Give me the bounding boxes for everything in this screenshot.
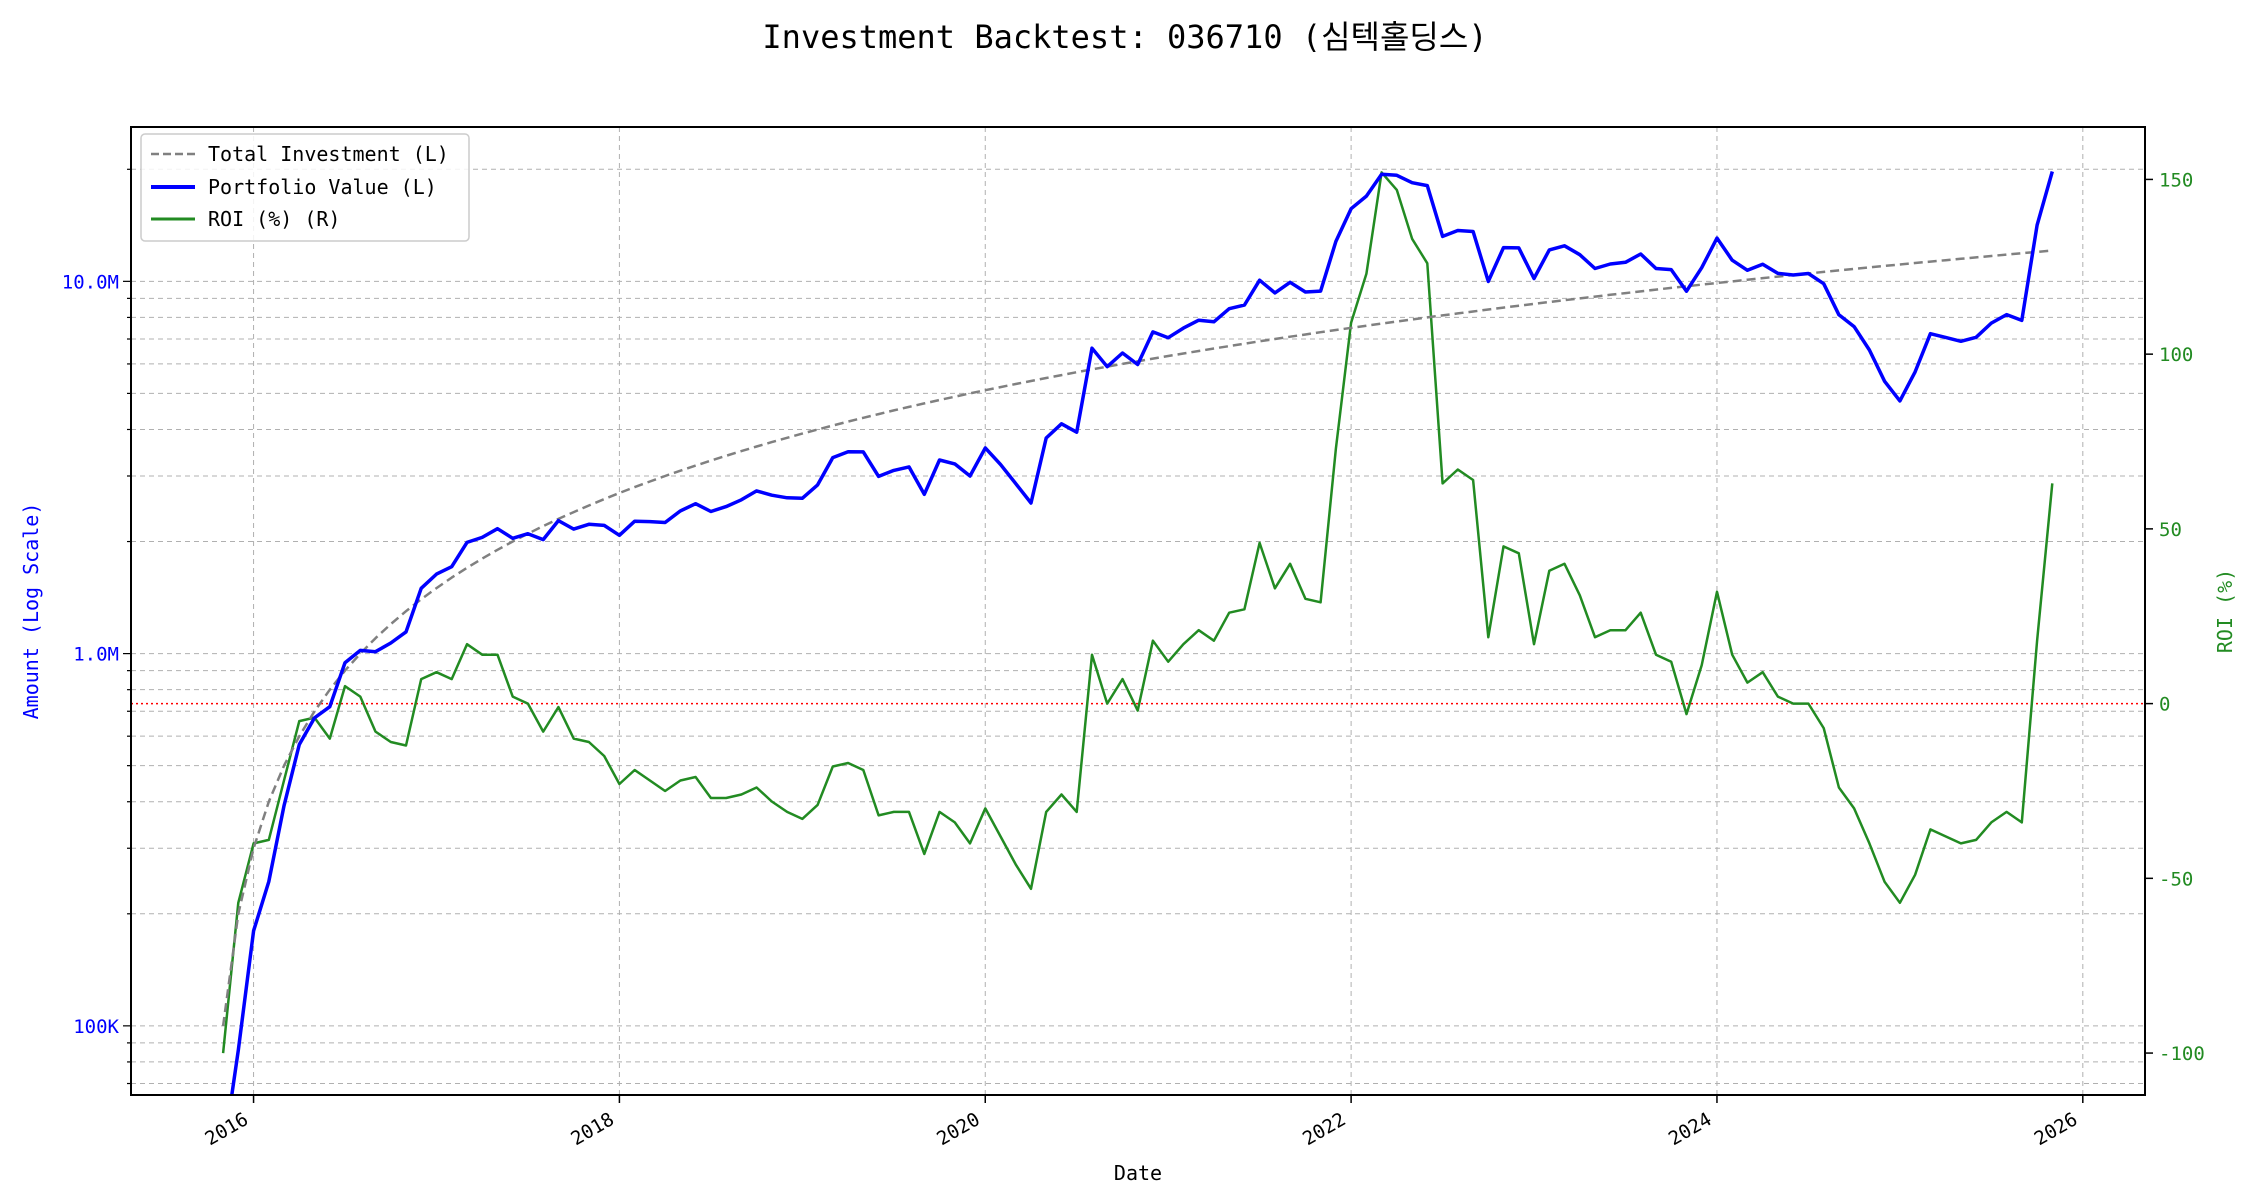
right-axis-label: ROI (%) bbox=[2213, 569, 2237, 653]
right-tick-label: 0 bbox=[2159, 694, 2170, 716]
plot-frame bbox=[130, 126, 2146, 1096]
chart-title: Investment Backtest: 036710 (심텍홀딩스) bbox=[762, 18, 1487, 56]
x-tick-label: 2024 bbox=[1665, 1108, 1716, 1150]
left-tick-label: 1.0M bbox=[73, 644, 119, 666]
x-tick-label: 2020 bbox=[933, 1108, 984, 1150]
legend-label-total-investment: Total Investment (L) bbox=[208, 142, 449, 166]
right-tick-label: -50 bbox=[2159, 868, 2193, 890]
x-axis: 2016 2018 2020 2022 2024 2026 bbox=[201, 1095, 2084, 1150]
right-tick-label: 100 bbox=[2159, 344, 2193, 366]
total-investment-line bbox=[221, 249, 2053, 1027]
right-tick-label: -100 bbox=[2159, 1043, 2205, 1065]
x-axis-label: Date bbox=[1114, 1161, 1162, 1185]
grid bbox=[131, 127, 2145, 1095]
roi-line bbox=[221, 171, 2054, 1054]
portfolio-value-line bbox=[230, 171, 2054, 1095]
x-tick-label: 2018 bbox=[567, 1108, 618, 1150]
right-tick-label: 150 bbox=[2159, 169, 2193, 191]
legend-label-roi: ROI (%) (R) bbox=[208, 207, 340, 231]
left-axis-label: Amount (Log Scale) bbox=[19, 503, 43, 720]
right-tick-label: 50 bbox=[2159, 519, 2182, 541]
x-tick-label: 2016 bbox=[201, 1108, 252, 1150]
x-tick-label: 2022 bbox=[1299, 1108, 1350, 1150]
x-tick-label: 2026 bbox=[2031, 1108, 2082, 1150]
left-tick-label: 10.0M bbox=[62, 271, 119, 293]
legend: Total Investment (L) Portfolio Value (L)… bbox=[140, 133, 470, 242]
legend-label-portfolio-value: Portfolio Value (L) bbox=[208, 175, 437, 199]
legend-box bbox=[140, 133, 470, 242]
left-axis: 100K 1.0M 10.0M bbox=[62, 168, 131, 1085]
left-tick-label: 100K bbox=[73, 1016, 119, 1038]
series-layer bbox=[131, 171, 2145, 1095]
right-axis: -100 -50 0 50 100 150 bbox=[2145, 169, 2205, 1065]
